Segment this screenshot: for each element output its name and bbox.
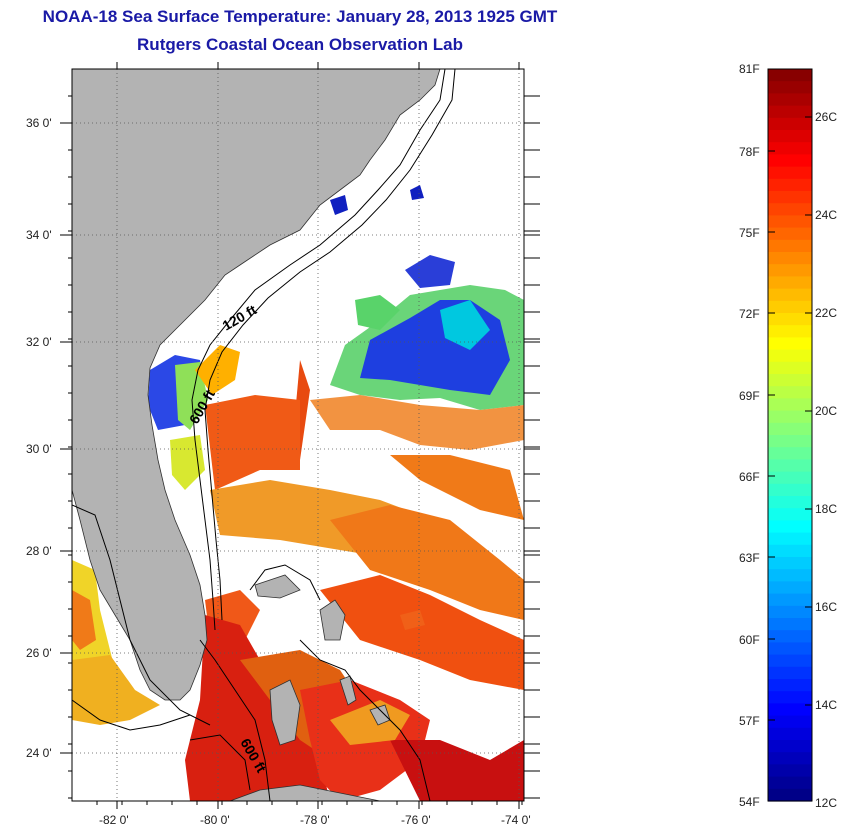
sst-data-layer bbox=[72, 80, 524, 801]
colorbar-band bbox=[768, 447, 812, 460]
colorbar-band bbox=[768, 569, 812, 582]
colorbar-label-26c: 26C bbox=[815, 110, 838, 124]
colorbar-band bbox=[768, 386, 812, 399]
land-mass bbox=[72, 69, 441, 801]
colorbar-band bbox=[768, 740, 812, 753]
colorbar-band bbox=[768, 410, 812, 424]
colorbar-band bbox=[768, 618, 812, 631]
lon-label-78: -78 0' bbox=[300, 813, 330, 827]
lat-label-24: 24 0' bbox=[26, 746, 52, 760]
colorbar-band bbox=[768, 81, 812, 94]
colorbar-band bbox=[768, 117, 812, 131]
colorbar-band bbox=[768, 471, 812, 485]
colorbar-band bbox=[768, 483, 812, 497]
colorbar-band bbox=[768, 337, 812, 351]
colorbar-band bbox=[768, 288, 812, 302]
colorbar-band bbox=[768, 788, 812, 802]
colorbar-band bbox=[768, 605, 812, 619]
colorbar-label-72f: 72F bbox=[739, 307, 760, 321]
colorbar-band bbox=[768, 715, 812, 729]
colorbar-band bbox=[768, 581, 812, 595]
colorbar-band bbox=[768, 691, 812, 704]
colorbar-band bbox=[768, 727, 812, 741]
lon-label-76: -76 0' bbox=[401, 813, 431, 827]
colorbar-band bbox=[768, 752, 812, 765]
colorbar-band bbox=[768, 349, 812, 363]
lat-label-26: 26 0' bbox=[26, 646, 52, 660]
colorbar-label-63f: 63F bbox=[739, 551, 760, 565]
colorbar-band bbox=[768, 252, 812, 265]
lon-label-82: -82 0' bbox=[99, 813, 129, 827]
colorbar-band bbox=[768, 764, 812, 778]
colorbar-band bbox=[768, 154, 812, 168]
map-title: NOAA-18 Sea Surface Temperature: January… bbox=[42, 7, 558, 26]
lat-label-34: 34 0' bbox=[26, 228, 52, 242]
colorbar-band bbox=[768, 239, 812, 253]
colorbar-label-75f: 75F bbox=[739, 226, 760, 240]
colorbar-label-60f: 60F bbox=[739, 633, 760, 647]
colorbar-label-18c: 18C bbox=[815, 502, 838, 516]
colorbar-band bbox=[768, 593, 812, 607]
colorbar-band bbox=[768, 300, 812, 314]
colorbar-band bbox=[768, 325, 812, 338]
colorbar-band bbox=[768, 178, 812, 192]
colorbar-label-57f: 57F bbox=[739, 714, 760, 728]
colorbar-band bbox=[768, 630, 812, 643]
colorbar-band bbox=[768, 398, 812, 412]
colorbar-label-12c: 12C bbox=[815, 796, 838, 810]
colorbar-band bbox=[768, 459, 812, 473]
colorbar-band bbox=[768, 203, 812, 216]
colorbar-band bbox=[768, 679, 812, 692]
isobath-lines bbox=[72, 69, 456, 801]
colorbar-band bbox=[768, 642, 812, 656]
colorbar-band bbox=[768, 69, 812, 82]
colorbar-label-20c: 20C bbox=[815, 404, 838, 418]
colorbar-band bbox=[768, 191, 812, 204]
colorbar-band bbox=[768, 93, 812, 107]
lon-label-74: -74 0' bbox=[501, 813, 531, 827]
colorbar-band bbox=[768, 654, 812, 668]
colorbar-label-81f: 81F bbox=[739, 62, 760, 76]
colorbar-label-22c: 22C bbox=[815, 306, 838, 320]
colorbar-band bbox=[768, 227, 812, 241]
lat-label-28: 28 0' bbox=[26, 544, 52, 558]
colorbar-band bbox=[768, 374, 812, 387]
colorbar-band bbox=[768, 496, 812, 509]
map-subtitle: Rutgers Coastal Ocean Observation Lab bbox=[137, 35, 463, 54]
colorbar-band bbox=[768, 435, 812, 448]
colorbar-band bbox=[768, 276, 812, 290]
lat-lon-grid bbox=[72, 69, 524, 801]
colorbar-band bbox=[768, 703, 812, 717]
colorbar-band bbox=[768, 361, 812, 375]
colorbar-band bbox=[768, 215, 812, 229]
colorbar-label-69f: 69F bbox=[739, 389, 760, 403]
colorbar-band bbox=[768, 105, 812, 119]
colorbar-band bbox=[768, 776, 812, 790]
lon-label-80: -80 0' bbox=[200, 813, 230, 827]
colorbar-band bbox=[768, 166, 812, 180]
colorbar-band bbox=[768, 520, 812, 534]
colorbar-band bbox=[768, 532, 812, 546]
lat-label-32: 32 0' bbox=[26, 335, 52, 349]
colorbar-label-54f: 54F bbox=[739, 795, 760, 809]
colorbar-band bbox=[768, 508, 812, 521]
colorbar-label-78f: 78F bbox=[739, 145, 760, 159]
colorbar-label-24c: 24C bbox=[815, 208, 838, 222]
lat-label-36: 36 0' bbox=[26, 116, 52, 130]
colorbar-label-14c: 14C bbox=[815, 698, 838, 712]
colorbar-band bbox=[768, 313, 812, 326]
colorbar-band bbox=[768, 264, 812, 277]
colorbar-label-66f: 66F bbox=[739, 470, 760, 484]
colorbar-band bbox=[768, 666, 812, 680]
colorbar-label-16c: 16C bbox=[815, 600, 838, 614]
colorbar-band bbox=[768, 130, 812, 143]
colorbar-band bbox=[768, 142, 812, 155]
colorbar-band bbox=[768, 557, 812, 570]
lat-label-30: 30 0' bbox=[26, 442, 52, 456]
colorbar-band bbox=[768, 544, 812, 558]
colorbar-band bbox=[768, 422, 812, 436]
